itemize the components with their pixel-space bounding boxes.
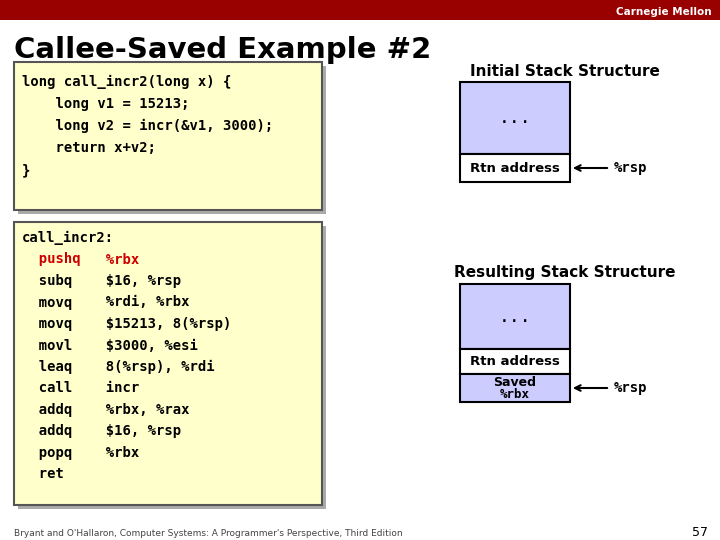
Text: %rbx: %rbx — [500, 388, 530, 401]
Text: %rsp: %rsp — [614, 161, 647, 175]
Text: long v1 = 15213;: long v1 = 15213; — [22, 97, 189, 111]
Text: Callee-Saved Example #2: Callee-Saved Example #2 — [14, 36, 431, 64]
Bar — [0, 0, 720, 20]
Text: %rbx: %rbx — [89, 253, 139, 267]
Text: 57: 57 — [692, 526, 708, 539]
Text: Bryant and O'Hallaron, Computer Systems: A Programmer's Perspective, Third Editi: Bryant and O'Hallaron, Computer Systems:… — [14, 529, 402, 537]
Text: }: } — [22, 163, 30, 177]
Text: call_incr2:: call_incr2: — [22, 231, 114, 245]
Text: Rtn address: Rtn address — [470, 355, 560, 368]
Text: movl: movl — [22, 339, 72, 353]
Text: $3000, %esi: $3000, %esi — [89, 339, 198, 353]
Text: ...: ... — [499, 307, 531, 326]
Bar — [18, 226, 326, 509]
Bar — [18, 66, 326, 214]
Text: Initial Stack Structure: Initial Stack Structure — [470, 64, 660, 79]
Text: %rbx: %rbx — [89, 446, 139, 460]
Text: popq: popq — [22, 446, 72, 460]
Bar — [460, 374, 570, 402]
Text: $15213, 8(%rsp): $15213, 8(%rsp) — [89, 317, 231, 331]
Text: %rsp: %rsp — [614, 381, 647, 395]
Text: movq: movq — [22, 317, 72, 331]
Text: Resulting Stack Structure: Resulting Stack Structure — [454, 265, 676, 280]
Text: pushq: pushq — [22, 253, 81, 267]
Text: 8(%rsp), %rdi: 8(%rsp), %rdi — [89, 360, 215, 374]
Text: ...: ... — [499, 109, 531, 127]
Text: %rbx, %rax: %rbx, %rax — [89, 403, 189, 417]
Bar — [14, 62, 322, 210]
Text: call: call — [22, 381, 72, 395]
Text: Rtn address: Rtn address — [470, 161, 560, 174]
Text: return x+v2;: return x+v2; — [22, 141, 156, 155]
Bar — [460, 284, 570, 349]
Bar — [460, 349, 570, 374]
Bar — [14, 222, 322, 505]
Text: movq: movq — [22, 295, 72, 309]
Text: subq: subq — [22, 274, 72, 288]
Bar — [460, 154, 570, 182]
Text: $16, %rsp: $16, %rsp — [89, 424, 181, 438]
Text: %rdi, %rbx: %rdi, %rbx — [89, 295, 189, 309]
Text: addq: addq — [22, 403, 72, 417]
Text: ret: ret — [22, 468, 64, 482]
Text: Carnegie Mellon: Carnegie Mellon — [616, 7, 712, 17]
Text: leaq: leaq — [22, 360, 72, 374]
Text: incr: incr — [89, 381, 139, 395]
Text: Saved: Saved — [493, 376, 536, 389]
Text: long v2 = incr(&v1, 3000);: long v2 = incr(&v1, 3000); — [22, 119, 274, 133]
Text: $16, %rsp: $16, %rsp — [89, 274, 181, 288]
Bar — [460, 82, 570, 154]
Text: long call_incr2(long x) {: long call_incr2(long x) { — [22, 75, 231, 89]
Text: addq: addq — [22, 424, 72, 438]
